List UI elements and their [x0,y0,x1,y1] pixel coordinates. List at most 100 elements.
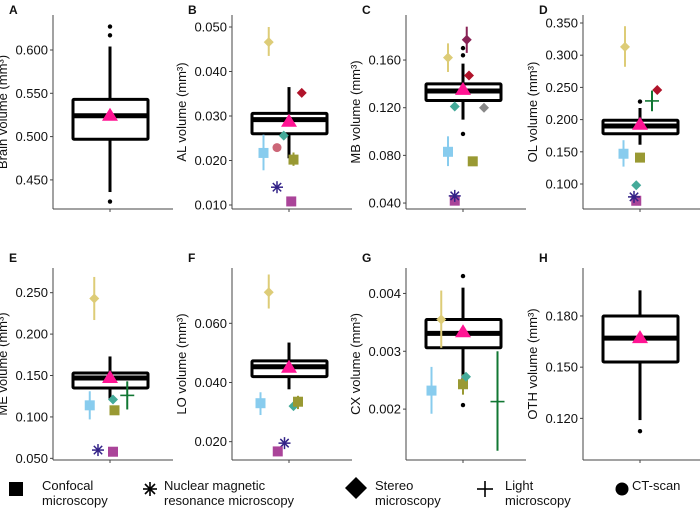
panel-f: F 0.020 0.040 0.060 LO volume (mm³) [174,251,352,463]
y-tick-label: 0.120 [368,100,401,115]
asterisk-stroke [629,192,639,202]
nmr-point [278,437,291,450]
square-icon [9,482,23,496]
y-tick-label: 0.100 [15,409,48,424]
mean-marker [455,81,471,95]
y-axis-label: ME volume (mm³) [0,312,10,415]
stereo-point [479,102,489,113]
mean-marker [102,369,118,383]
y-tick-label: 0.450 [15,172,48,187]
y-tick-label: 0.150 [545,144,578,159]
panel-c: C 0.040 0.080 0.120 0.160 MB volume (mm³) [348,3,526,212]
stereo-point [449,101,460,112]
confocal-point [255,398,266,409]
y-tick-label: 0.020 [194,434,227,449]
y-tick-label: 0.150 [545,360,578,375]
box-iqr [71,97,150,141]
mean-marker [281,359,297,373]
outlier-point [107,24,113,29]
stereo-point [436,314,447,325]
panel-h: H 0.120 0.150 0.180 OTH volume (mm³) [525,251,700,463]
y-tick-label: 0.200 [15,327,48,342]
legend-label: Stereo microscopy [375,478,441,508]
y-tick-label: 0.010 [194,197,227,212]
mean-marker [455,324,471,338]
confocal-point [109,405,120,416]
y-tick-label: 0.200 [545,112,578,127]
panel-e: E 0.050 0.100 0.150 0.200 0.250 ME volume (mm³… [0,251,173,466]
y-tick-label: 0.500 [15,129,48,144]
asterisk-stroke [93,445,103,455]
panel-letter: F [188,251,195,265]
panel-letter: B [188,3,197,17]
y-axis-label: OL volume (mm³) [525,62,540,163]
box-iqr [250,111,329,136]
asterisk-icon [143,482,157,496]
stereo-point [263,287,274,298]
confocal-point [84,400,95,411]
stereo-point [461,371,471,382]
circle-icon [615,482,629,496]
confocal-point [293,396,303,407]
y-tick-label: 0.003 [368,344,401,359]
panel-letter: D [539,3,548,17]
asterisk-stroke [279,438,290,448]
panel-g: G 0.002 0.003 0.004 CX volume (mm³) [348,251,526,463]
y-tick-label: 0.100 [545,177,578,192]
legend-label: Nuclear magnetic resonance microscopy [164,478,295,508]
outlier-point [460,273,466,279]
nmr-point [628,190,640,203]
confocal-point [286,196,297,207]
stereo-point [89,293,100,304]
panel-letter: A [9,3,18,17]
confocal-point [108,446,118,457]
panel-letter: H [539,251,548,265]
y-axis-label: AL volume (mm³) [174,62,189,161]
y-tick-label: 0.250 [15,285,48,300]
confocal-point [258,147,269,158]
confocal-point [272,446,283,457]
confocal-point [631,195,642,206]
y-tick-label: 0.350 [545,15,578,30]
y-axis-label: LO volume (mm³) [174,313,189,414]
y-tick-label: 0.040 [194,375,227,390]
stereo-point [278,130,289,141]
outlier-point [107,199,113,204]
confocal-point [618,148,629,159]
stereo-point [443,52,453,63]
panel-letter: G [362,251,371,265]
confocal-point [635,152,645,163]
cross-icon [477,481,493,497]
y-tick-label: 0.300 [545,48,578,63]
mean-marker [632,116,648,130]
nmr-point [271,181,283,194]
confocal-point [443,146,453,157]
legend-label: CT-scan [632,478,681,493]
y-axis-label: Brain volume (mm³) [0,55,10,169]
panel-a: A 0.450 0.500 0.550 0.600 Brain volume (mm³) [0,3,173,212]
y-tick-label: 0.050 [194,20,227,35]
y-tick-label: 0.004 [368,286,401,301]
panel-b: B 0.010 0.020 0.030 0.040 0.050 AL volume (mm³… [174,3,352,212]
y-tick-label: 0.020 [194,153,227,168]
y-axis-label: CX volume (mm³) [348,313,363,415]
confocal-point [288,154,299,165]
outlier-point [637,428,643,434]
y-tick-label: 0.040 [194,64,227,79]
y-tick-label: 0.120 [545,411,578,426]
outlier-point [460,53,466,58]
outlier-point [460,402,466,408]
confocal-point [426,385,437,396]
mean-marker [632,330,648,344]
y-tick-label: 0.160 [368,53,401,68]
confocal-point [458,379,468,390]
outlier-point [460,131,466,137]
y-tick-label: 0.180 [545,308,578,323]
stereo-point [108,394,118,405]
y-axis-label: MB volume (mm³) [348,60,363,163]
nmr-point [92,444,104,457]
y-tick-label: 0.030 [194,109,227,124]
stereo-point [296,87,307,98]
outlier-point [460,45,466,51]
